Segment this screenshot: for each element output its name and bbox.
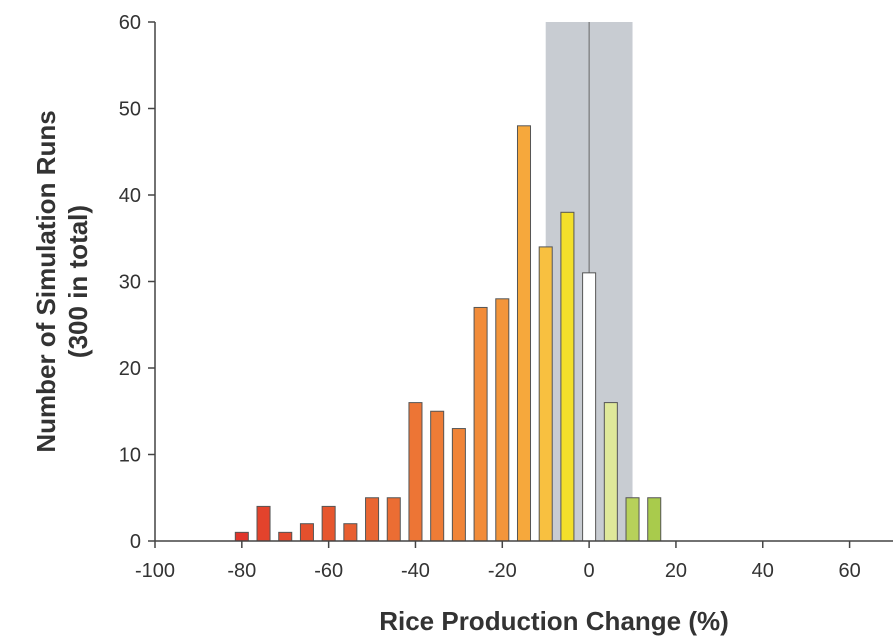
x-tick-label: 20 <box>665 560 687 582</box>
bar-2 <box>278 531 293 542</box>
bar-10 <box>451 428 466 542</box>
y-tick-label: 30 <box>119 272 141 294</box>
bar-15 <box>560 211 575 542</box>
x-tick-label: -40 <box>401 560 430 582</box>
bar-13 <box>516 125 532 542</box>
bar-18 <box>625 497 640 542</box>
bar-16 <box>582 272 597 542</box>
bar-8 <box>408 402 423 542</box>
y-tick-label: 40 <box>119 185 141 207</box>
y-axis-title-line2: (300 in total) <box>63 205 93 358</box>
x-axis-title: Rice Production Change (%) <box>379 606 729 636</box>
y-axis-title-line1: Number of Simulation Runs <box>31 110 61 452</box>
x-tick-label: -80 <box>227 560 256 582</box>
y-tick-label: 0 <box>130 531 141 553</box>
bar-6 <box>365 497 380 542</box>
bar-5 <box>343 523 358 542</box>
bar-19 <box>647 497 662 542</box>
y-tick-label: 50 <box>119 99 141 121</box>
y-axis-title: Number of Simulation Runs (300 in total) <box>31 110 93 452</box>
bar-11 <box>473 306 488 542</box>
bar-17 <box>603 402 618 542</box>
y-tick-label: 10 <box>119 445 141 467</box>
x-tick-label: 60 <box>838 560 860 582</box>
bar-9 <box>430 410 445 542</box>
bar-3 <box>299 523 314 542</box>
x-tick-label: 40 <box>752 560 774 582</box>
x-tick-label: -100 <box>135 560 175 582</box>
x-tick-label: -20 <box>488 560 517 582</box>
bar-7 <box>386 497 401 542</box>
bar-1 <box>256 505 271 542</box>
bar-4 <box>321 505 336 542</box>
x-tick-label: -60 <box>314 560 343 582</box>
bar-14 <box>538 246 553 542</box>
y-tick-label: 60 <box>119 12 141 34</box>
y-tick-label: 20 <box>119 358 141 380</box>
bar-0 <box>234 531 249 542</box>
x-tick-label: 0 <box>584 560 595 582</box>
bar-12 <box>495 298 510 542</box>
